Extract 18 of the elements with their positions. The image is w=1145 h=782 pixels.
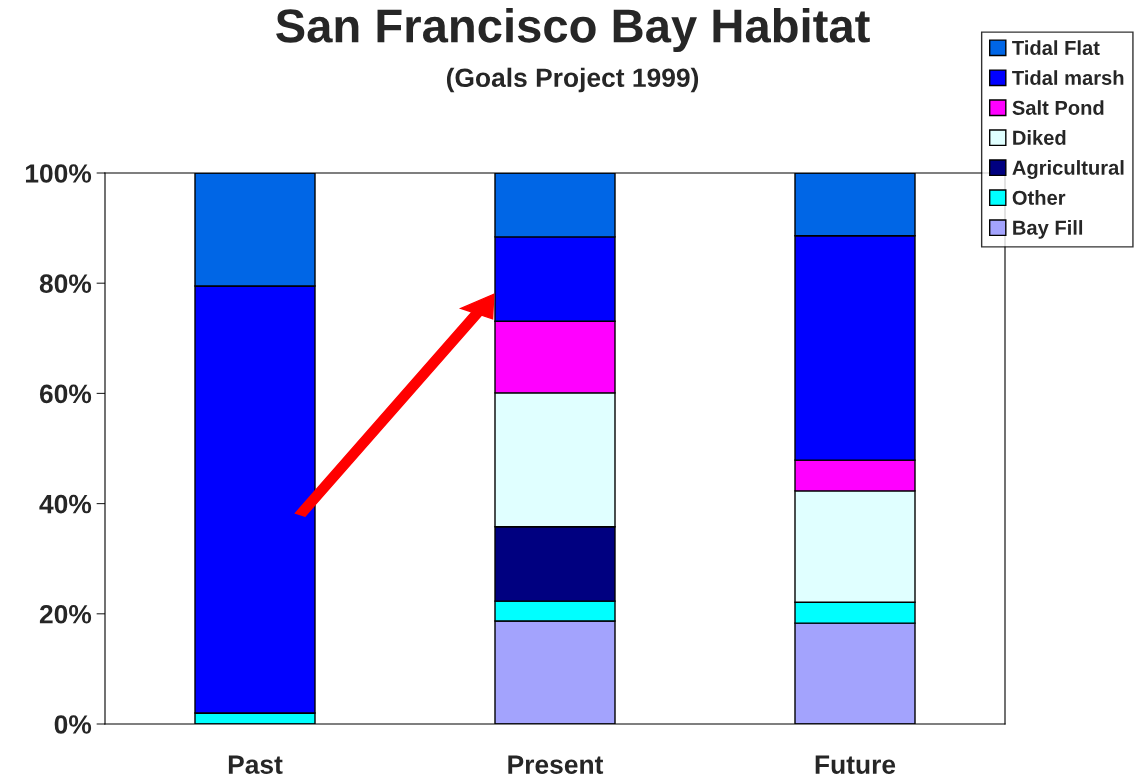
y-tick-label: 0% xyxy=(54,715,92,734)
y-tick-label: 80% xyxy=(39,274,92,294)
legend-label: Diked xyxy=(1013,130,1066,145)
legend-label: Agricultural xyxy=(1012,160,1124,179)
y-tick-label: 20% xyxy=(39,604,92,624)
legend-label: Tidal marsh xyxy=(1012,70,1124,85)
y-tick-label: 40% xyxy=(39,494,92,514)
chart-subtitle: (Goals Project 1999) xyxy=(446,67,699,93)
x-tick-label: Future xyxy=(815,755,896,774)
x-tick-label: Present xyxy=(508,755,604,774)
legend-label: Tidal Flat xyxy=(1012,40,1100,56)
legend-label: Other xyxy=(1012,190,1066,205)
chart-title: San Francisco Bay Habitat xyxy=(276,7,870,53)
y-tick-label: 100% xyxy=(25,164,92,183)
legend-label: Bay Fill xyxy=(1013,220,1083,239)
y-tick-label: 60% xyxy=(39,384,92,404)
legend-label: Salt Pond xyxy=(1012,100,1104,115)
x-tick-label: Past xyxy=(228,755,283,774)
